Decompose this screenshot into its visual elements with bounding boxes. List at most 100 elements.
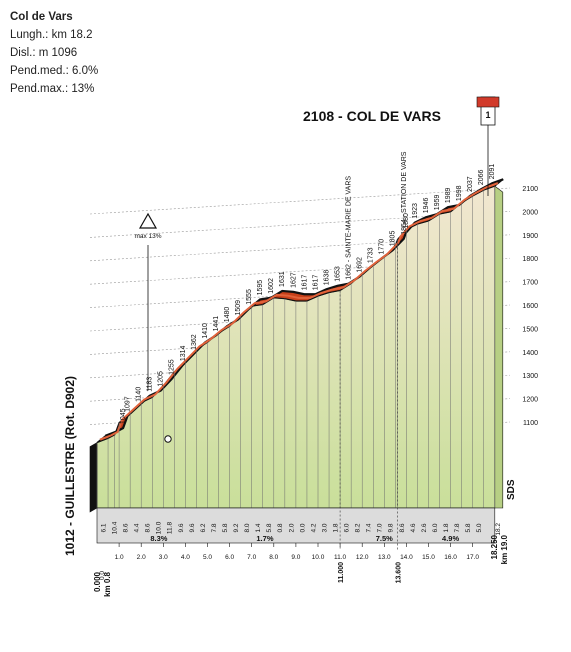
avg-gradient-label: 8.3%: [150, 534, 167, 543]
y-tick-label: 1500: [522, 326, 538, 333]
altitude-label: 1662 - SAINTE-MARIE DE VARS: [346, 176, 353, 280]
gradient-value: 11.8: [167, 522, 174, 535]
gradient-value: 9.6: [178, 523, 185, 532]
altitude-label: 1617: [301, 275, 308, 291]
gradient-value: 5.8: [266, 523, 273, 532]
altitude-label: 1183: [147, 377, 154, 392]
gradient-value: 1.4: [255, 523, 262, 532]
y-tick-label: 1800: [522, 256, 538, 263]
x-tick-label: 3.0: [159, 554, 168, 561]
gradient-value: 6.1: [100, 523, 107, 532]
gradient-value: 9.6: [189, 523, 196, 532]
x-tick-label: 1.0: [115, 554, 124, 561]
altitude-label: 1441: [213, 316, 220, 332]
altitude-label: 1255: [169, 359, 176, 375]
altitude-label: 1045: [120, 408, 127, 424]
gradient-value: 10.4: [111, 521, 118, 534]
warning-triangle-icon: [138, 212, 158, 229]
avg-gradient-label: 7.5%: [376, 534, 393, 543]
x-tick-label: 7.0: [247, 554, 256, 561]
altitude-label: 1854 - STATION DE VARS: [401, 151, 408, 235]
grid-lines: 1100 1200 1300 1400 1500 1600 1700 1800 1900 2000…: [89, 186, 538, 449]
gradient-value: 8.0: [244, 523, 251, 532]
gradient-value: 7.0: [377, 523, 384, 532]
gradient-value: 1.8: [332, 523, 339, 532]
gradient-value: 0.0: [299, 523, 306, 532]
x-tick-label: 11.0: [334, 554, 347, 561]
km-marker-label: 13.600: [396, 562, 403, 584]
gradient-value: 10.0: [156, 521, 163, 534]
km-small-start: 0.0: [99, 571, 106, 580]
gradient-value: 6.0: [432, 523, 439, 532]
avg-gradient-label: 4.9%: [442, 534, 459, 543]
y-tick-label: 1200: [522, 397, 538, 404]
altitude-label: 1805: [390, 231, 397, 247]
road-edge: [105, 178, 504, 437]
gradient-value: 6.2: [200, 523, 207, 532]
altitude-label: 1880: [403, 213, 410, 229]
summit-label: 2108 - COL DE VARS: [303, 108, 441, 124]
gradient-value: 4.2: [310, 523, 317, 532]
y-tick-label: 1300: [522, 373, 538, 380]
altitude-label: 1692: [357, 257, 364, 273]
altitude-label: 1733: [368, 247, 375, 263]
altitude-label: 1653: [334, 266, 341, 282]
gradient-value: 8.6: [123, 523, 130, 532]
profile-start-cap: [89, 442, 98, 513]
x-tick-label: 2.0: [137, 554, 146, 561]
gradient-value: 2.6: [421, 523, 428, 532]
y-tick-label: 1100: [523, 420, 538, 427]
altitude-label: 1314: [180, 345, 187, 361]
gradient-value: 2.0: [288, 523, 295, 532]
x-tick-label: 9.0: [291, 554, 300, 561]
gpm-flag-top: [476, 96, 500, 108]
altitude-label: 1595: [257, 280, 264, 296]
gradient-value: 3.0: [321, 523, 328, 532]
gradient-band: [96, 507, 496, 544]
x-tick-label: 14.0: [400, 554, 413, 561]
gradient-value: 8.6: [145, 523, 152, 532]
gradient-value: 9.2: [233, 523, 240, 532]
x-tick-label: 15.0: [422, 554, 435, 561]
gradient-value: 5.0: [476, 523, 483, 532]
altitude-label: 1205: [158, 371, 165, 387]
x-tick-label: 5.0: [203, 554, 212, 561]
gradient-value: 5.8: [465, 523, 472, 532]
altitude-label: 1998: [456, 185, 463, 201]
climb-avg-gradient: Pend.med.: 6.0%: [10, 65, 99, 77]
climb-elevation-gain: Disl.: m 1096: [10, 47, 78, 59]
road-highlight: [99, 182, 499, 441]
max-gradient-point: [164, 435, 172, 443]
km-small-end: 18.2: [495, 523, 502, 536]
max-gradient-label: max 13%: [134, 233, 161, 240]
altitude-label: 2037: [467, 176, 474, 192]
gradient-value: 9.8: [388, 523, 395, 532]
gradient-value: 5.8: [222, 523, 229, 532]
x-tick-label: 13.0: [378, 554, 391, 561]
gradient-value: 0.8: [277, 523, 284, 532]
km-end-top: 18.250: [490, 534, 499, 559]
gradient-value: 7.8: [454, 523, 461, 532]
avg-gradient-label: 1.7%: [256, 534, 273, 543]
altitude-label: 1362: [191, 334, 198, 350]
start-label: 1012 - GUILLESTRE (Rot. D902): [63, 376, 77, 556]
altitude-label: 1555: [246, 289, 253, 305]
climb-max-gradient: Pend.max.: 13%: [10, 83, 95, 95]
summit-category: 1: [485, 110, 490, 120]
y-tick-label: 2100: [522, 186, 538, 193]
x-tick-label: 12.0: [356, 554, 369, 561]
gradient-value: 4.4: [134, 523, 141, 532]
altitude-label: 1602: [268, 278, 275, 294]
km-start-top: 0.000: [93, 571, 102, 592]
altitude-label: 2066: [478, 169, 485, 185]
km-end-bottom: km 19.0: [500, 534, 509, 564]
profile-area: [89, 178, 504, 513]
y-tick-label: 2000: [522, 209, 538, 216]
gradient-value: 8.6: [399, 523, 406, 532]
climb-title: Col de Vars: [10, 11, 73, 23]
altitude-label: 1770: [379, 239, 386, 255]
altitude-label: 1140: [136, 387, 143, 402]
altitude-label: 1480: [224, 307, 231, 323]
